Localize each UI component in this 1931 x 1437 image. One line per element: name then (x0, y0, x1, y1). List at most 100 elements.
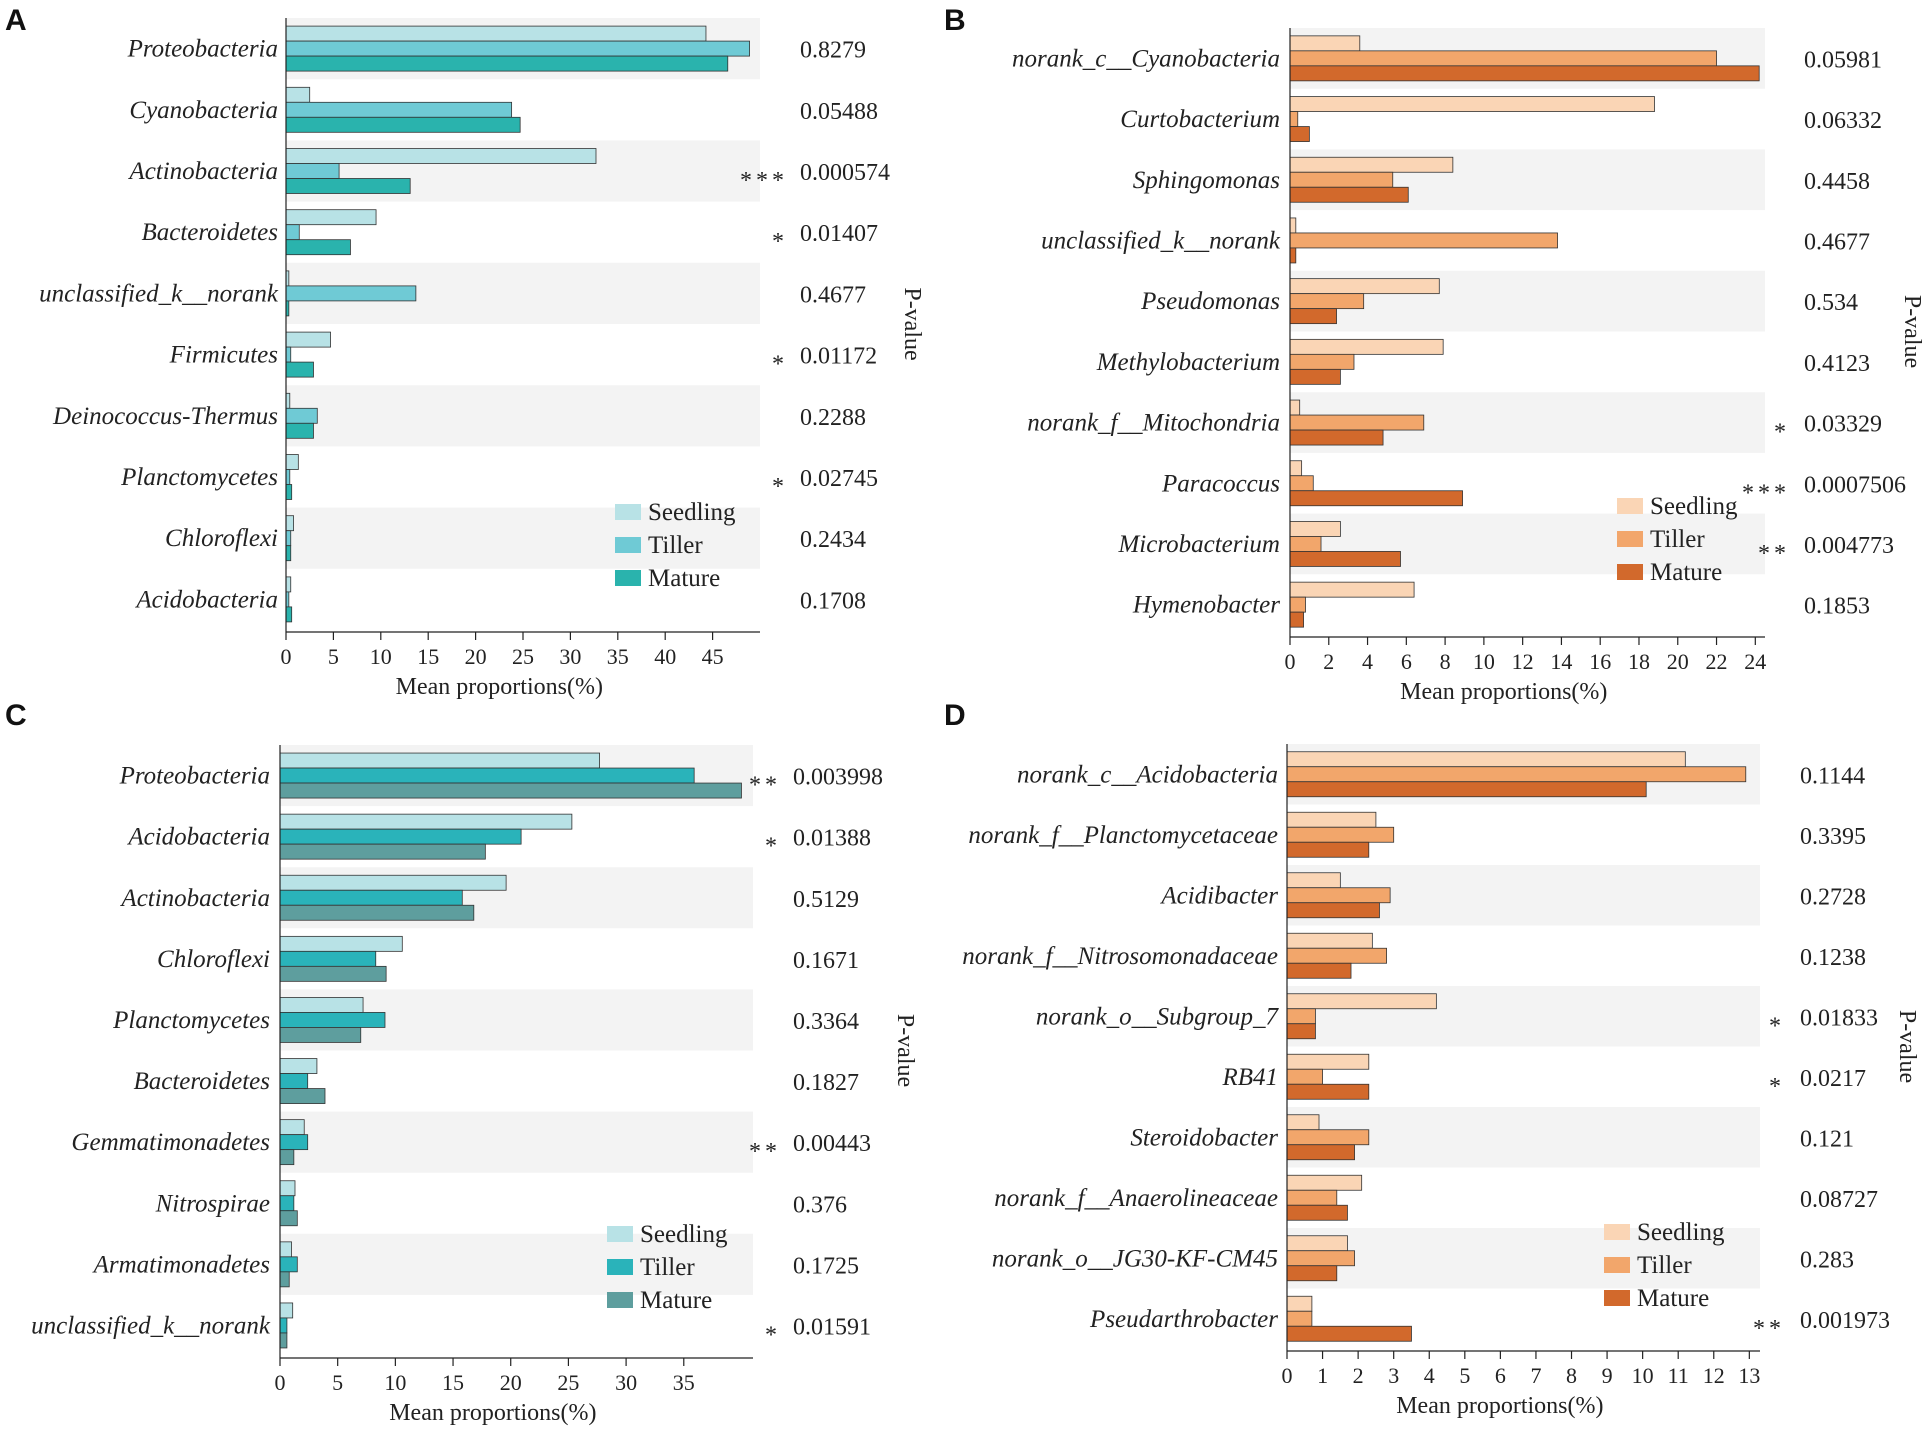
bar-tiller-pseudarthrobacter (1286, 1310, 1313, 1327)
p-value: 0.1708 (800, 588, 866, 614)
bar-seedling-planctomycetes (285, 454, 299, 470)
p-value: 0.5129 (793, 887, 859, 913)
legend-label-mature: Mature (640, 1287, 712, 1314)
bar-mature-planctomycetes (285, 484, 293, 500)
legend-label-mature: Mature (1637, 1285, 1709, 1312)
category-label: Steroidobacter (1130, 1124, 1278, 1151)
p-value: 0.01172 (800, 344, 877, 370)
bar-seedling-paracoccus (1289, 460, 1303, 477)
bar-tiller-norank-f-nitrosomonadaceae (1286, 947, 1387, 964)
bar-seedling-unclassified-k-norank (1289, 217, 1297, 234)
p-value: 0.01388 (793, 826, 871, 852)
x-tick-label: 35 (607, 644, 629, 669)
x-tick-label: 6 (1495, 1363, 1506, 1388)
significance-stars: * (772, 229, 788, 255)
x-tick-label: 4 (1424, 1363, 1435, 1388)
p-value: 0.1144 (1800, 763, 1865, 789)
panel-letter: D (944, 699, 966, 732)
x-tick-label: 5 (1459, 1363, 1470, 1388)
x-tick-label: 8 (1566, 1363, 1577, 1388)
bar-tiller-norank-o-jg30-kf-cm45 (1286, 1250, 1355, 1267)
category-label: Acidobacteria (126, 824, 270, 851)
x-tick-label: 10 (370, 644, 392, 669)
p-value: 0.4123 (1804, 351, 1870, 377)
bar-tiller-curtobacterium (1289, 111, 1299, 127)
significance-stars: ** (1753, 1316, 1785, 1342)
category-label: norank_f__Anaerolineaceae (994, 1185, 1278, 1212)
bar-tiller-actinobacteria (279, 889, 463, 906)
bar-seedling-norank-f-mitochondria (1289, 399, 1301, 416)
legend-swatch-seedling (1617, 498, 1643, 514)
bar-seedling-cyanobacteria (285, 86, 311, 103)
category-label: Actinobacteria (119, 885, 270, 912)
category-label: RB41 (1221, 1064, 1278, 1091)
bar-tiller-steroidobacter (1286, 1129, 1370, 1146)
x-tick-label: 9 (1602, 1363, 1613, 1388)
category-label: Acidibacter (1159, 882, 1278, 909)
bar-mature-chloroflexi (285, 545, 292, 562)
bar-mature-norank-o-jg30-kf-cm45 (1286, 1265, 1338, 1282)
p-value: 0.05488 (800, 99, 878, 125)
bar-tiller-sphingomonas (1289, 171, 1394, 188)
bar-seedling-nitrospirae (279, 1180, 296, 1197)
category-label: norank_f__Planctomycetaceae (968, 822, 1278, 849)
p-value: 0.06332 (1804, 108, 1882, 134)
bar-tiller-cyanobacteria (285, 101, 513, 118)
p-value: 0.001973 (1800, 1308, 1890, 1334)
bar-tiller-norank-f-mitochondria (1289, 414, 1425, 431)
bar-tiller-proteobacteria (279, 767, 695, 784)
bar-seedling-chloroflexi (279, 935, 403, 952)
x-axis-label: Mean proportions(%) (1396, 1393, 1603, 1419)
legend-swatch-mature (615, 570, 641, 586)
bar-seedling-norank-o-jg30-kf-cm45 (1286, 1235, 1348, 1252)
legend-label-seedling: Seedling (640, 1221, 728, 1248)
category-label: Methylobacterium (1096, 349, 1280, 376)
bar-seedling-norank-f-planctomycetaceae (1286, 811, 1377, 828)
category-label: Proteobacteria (127, 36, 278, 63)
category-label: Proteobacteria (119, 763, 270, 790)
bar-tiller-rb41 (1286, 1068, 1323, 1085)
legend-label-tiller: Tiller (640, 1254, 695, 1281)
bar-tiller-acidibacter (1286, 887, 1391, 904)
x-tick-label: 6 (1401, 649, 1412, 674)
bar-mature-cyanobacteria (285, 116, 521, 133)
p-value: 0.534 (1804, 290, 1858, 316)
significance-stars: ** (749, 1139, 781, 1165)
bar-tiller-microbacterium (1289, 536, 1322, 552)
legend-label-mature: Mature (648, 565, 720, 592)
significance-stars: * (1774, 420, 1790, 446)
p-value: 0.2728 (1800, 884, 1866, 910)
category-label: norank_o__Subgroup_7 (1036, 1003, 1280, 1030)
p-value: 0.003998 (793, 765, 883, 791)
significance-stars: *** (740, 168, 788, 194)
bar-seedling-acidobacteria (285, 576, 292, 593)
x-tick-label: 3 (1388, 1363, 1399, 1388)
category-label: Gemmatimonadetes (71, 1129, 270, 1156)
p-value: 0.03329 (1804, 412, 1882, 438)
bar-tiller-bacteroidetes (279, 1073, 309, 1089)
category-label: unclassified_k__norank (31, 1312, 271, 1339)
row-stripe (286, 385, 760, 447)
p-value: 0.1725 (793, 1253, 859, 1279)
category-label: Bacteroidetes (133, 1068, 270, 1095)
legend-swatch-mature (1604, 1290, 1630, 1306)
bar-mature-norank-c-cyanobacteria (1289, 65, 1760, 82)
p-value: 0.3364 (793, 1009, 859, 1035)
bar-mature-bacteroidetes (279, 1088, 326, 1104)
x-tick-label: 15 (417, 644, 439, 669)
significance-stars: *** (1742, 480, 1790, 506)
bar-tiller-planctomycetes (279, 1012, 386, 1028)
bar-tiller-actinobacteria (285, 163, 340, 179)
bar-seedling-gemmatimonadetes (279, 1119, 305, 1136)
bar-seedling-norank-o-subgroup-7 (1286, 993, 1437, 1010)
bar-mature-pseudomonas (1289, 308, 1337, 325)
bar-tiller-bacteroidetes (285, 224, 300, 241)
category-label: norank_c__Cyanobacteria (1012, 45, 1280, 72)
bar-mature-microbacterium (1289, 551, 1401, 567)
legend-swatch-seedling (1604, 1224, 1630, 1240)
bar-seedling-norank-c-cyanobacteria (1289, 35, 1361, 52)
bar-mature-gemmatimonadetes (279, 1149, 295, 1166)
x-tick-label: 40 (654, 644, 676, 669)
